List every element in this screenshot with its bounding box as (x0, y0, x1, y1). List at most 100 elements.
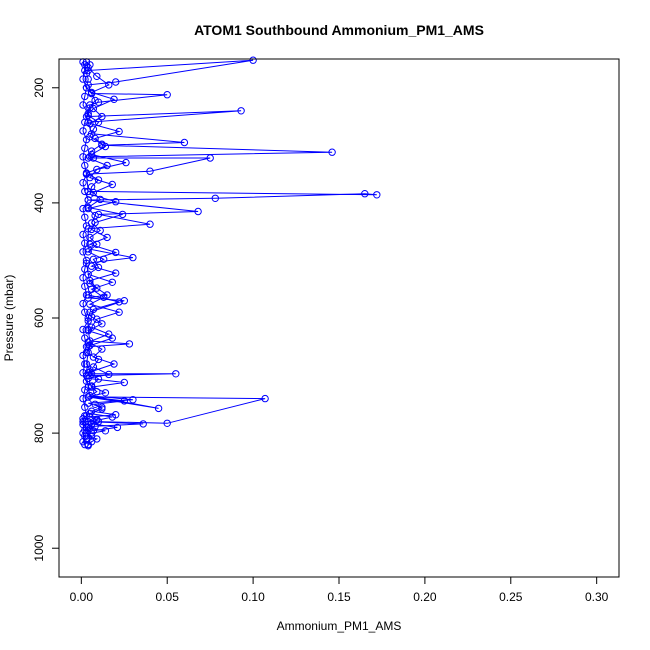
data-point (84, 338, 92, 346)
series-line (84, 64, 144, 445)
data-point (112, 269, 120, 277)
data-point (86, 233, 94, 242)
x-tick-label: 0.15 (327, 590, 351, 604)
series-4 (84, 63, 130, 435)
data-point (96, 195, 104, 204)
data-point (82, 135, 91, 144)
data-point (79, 299, 87, 308)
data-point (81, 239, 89, 247)
data-point (89, 255, 98, 263)
data-point (89, 305, 98, 314)
data-point (81, 282, 89, 290)
series-3 (79, 58, 92, 449)
data-point (112, 198, 120, 206)
data-point (139, 420, 147, 428)
data-point (84, 248, 92, 256)
series-line (86, 67, 127, 432)
chart-title: ATOM1 Southbound Ammonium_PM1_AMS (194, 22, 484, 38)
data-point (87, 420, 96, 428)
data-point (115, 298, 123, 306)
data-point (115, 127, 123, 136)
data-point (89, 353, 98, 361)
data-point (79, 394, 87, 403)
data-point (87, 382, 96, 390)
data-point (81, 144, 89, 152)
data-point (146, 220, 154, 228)
data-point (120, 397, 129, 405)
data-point (79, 248, 87, 256)
data-point (82, 291, 91, 299)
data-point (81, 308, 89, 316)
data-point (86, 173, 94, 182)
data-point (79, 127, 87, 135)
series-line (85, 59, 377, 446)
data-point (87, 323, 96, 331)
data-point (84, 393, 92, 401)
y-tick-label: 800 (32, 423, 46, 443)
data-point (115, 308, 123, 316)
data-point (113, 423, 122, 432)
data-point (79, 351, 87, 360)
data-point (94, 375, 103, 383)
x-tick-label: 0.20 (413, 590, 437, 604)
data-point (87, 262, 96, 270)
data-point (79, 204, 87, 213)
data-point (93, 315, 101, 323)
data-point (361, 190, 369, 198)
data-point (94, 263, 103, 272)
data-point (93, 72, 101, 81)
data-point (87, 285, 96, 293)
data-point (120, 378, 129, 387)
data-point (261, 394, 269, 403)
data-point (122, 158, 130, 167)
data-point (110, 360, 118, 368)
data-point (91, 134, 99, 143)
data-point (81, 161, 89, 170)
data-point (163, 91, 171, 99)
data-point (108, 278, 117, 286)
data-point (79, 369, 87, 377)
data-point (81, 265, 89, 273)
data-point (118, 210, 127, 219)
data-point (373, 191, 381, 199)
data-point (328, 148, 336, 156)
data-point (98, 405, 106, 413)
data-point (98, 112, 106, 121)
data-point (81, 440, 89, 449)
data-point (163, 419, 171, 427)
data-point (110, 95, 118, 104)
data-point (101, 427, 110, 435)
data-point (98, 320, 106, 328)
data-point (105, 81, 113, 89)
data-point (79, 230, 87, 239)
x-tick-label: 0.10 (241, 590, 265, 604)
data-point (82, 256, 91, 265)
data-point (84, 317, 92, 325)
data-point (154, 404, 163, 413)
data-point (91, 96, 99, 105)
data-point (125, 340, 134, 348)
data-point (172, 370, 180, 378)
data-point (87, 88, 96, 97)
data-point (100, 293, 108, 301)
data-point (79, 325, 87, 334)
x-tick-label: 0.30 (585, 590, 609, 604)
data-point (103, 161, 111, 170)
data-point (84, 203, 92, 212)
data-point (84, 75, 92, 83)
data-point (82, 343, 91, 351)
data-point (211, 194, 220, 203)
data-point (129, 253, 137, 262)
data-point (84, 196, 92, 204)
data-point (79, 179, 87, 187)
data-point (87, 150, 96, 159)
data-point (108, 413, 117, 421)
data-point (89, 427, 98, 435)
data-point (237, 107, 245, 115)
y-tick-label: 1000 (32, 535, 46, 562)
data-point (180, 138, 189, 147)
data-point (81, 213, 89, 222)
data-point (81, 360, 89, 368)
y-tick-label: 200 (32, 77, 46, 97)
